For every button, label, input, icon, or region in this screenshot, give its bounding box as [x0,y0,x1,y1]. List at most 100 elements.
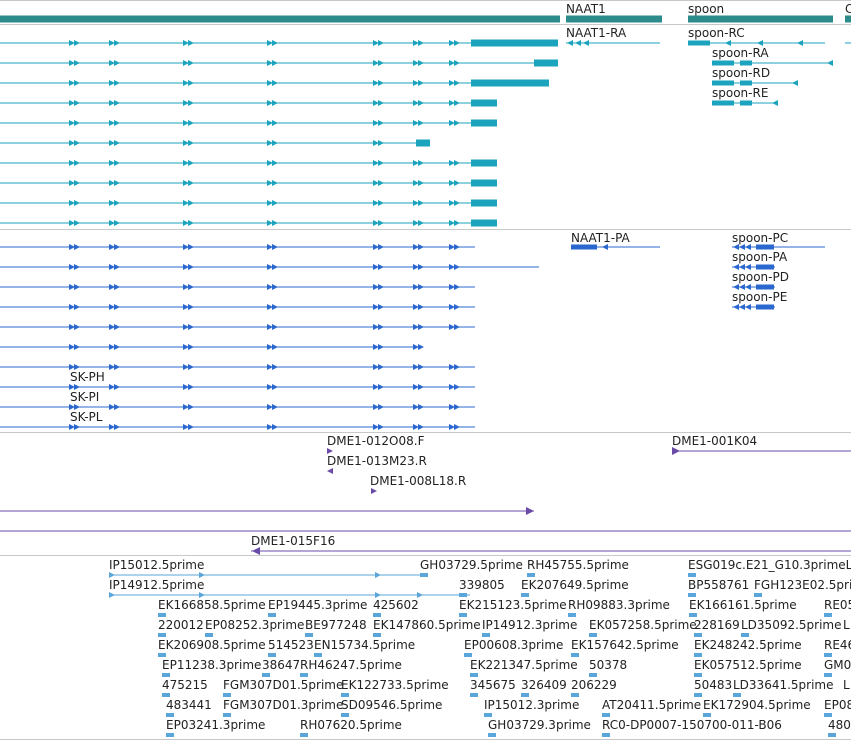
est-label[interactable]: 480 [828,718,851,732]
strand-arrow [114,364,120,370]
strand-arrow [69,384,75,390]
clone-label[interactable]: DME1-015F16 [251,534,336,548]
est-label[interactable]: EK157642.5prime [571,638,679,652]
strand-arrow [418,200,424,206]
transcript-label[interactable]: spoon-RC [688,26,745,40]
cds-label[interactable]: SK-PI [70,390,100,404]
est-label[interactable]: EK206908.5prime [158,638,266,652]
est-label[interactable]: RH45755.5prime [527,558,629,572]
est-label[interactable]: EK057512.5prime [694,658,802,672]
est-label[interactable]: SD09546.5prime [341,698,443,712]
est-label[interactable]: RH07620.5prime [300,718,402,732]
est-label[interactable]: LD35092.5prime [741,618,842,632]
strand-arrow [272,100,278,106]
est-label[interactable]: ESG019c.E21_G10.3primeL [688,558,851,572]
clone-label[interactable]: DME1-001K04 [672,434,758,448]
cds-label[interactable]: SK-PH [70,370,105,384]
strand-arrow [74,160,80,166]
est-label[interactable]: EP19445.3prime [268,598,368,612]
strand-arrow [69,140,75,146]
est-label[interactable]: EP03241.3prime [166,718,266,732]
gene-label-spoon[interactable]: spoon [688,2,725,16]
strand-arrow [454,284,460,290]
gene-label-truncated[interactable]: C [845,2,851,16]
cds-label[interactable]: spoon-PC [732,231,789,245]
est-label[interactable]: EK057258.5prime [589,618,697,632]
est-label[interactable]: 206229 [571,678,617,692]
est-label[interactable]: RH46247.5prime [300,658,402,672]
est-label[interactable]: EK166161.5prime [689,598,797,612]
est-label[interactable]: 50378 [589,658,628,672]
est-label[interactable]: EP08 [824,698,851,712]
est-block [521,693,529,697]
gene-label-naat1[interactable]: NAAT1 [566,2,606,16]
est-label[interactable]: EP00608.3prime [464,638,564,652]
est-label[interactable]: 425602 [373,598,419,612]
clone-label[interactable]: DME1-008L18.R [370,474,467,488]
est-label[interactable]: 50483 [694,678,733,692]
strand-arrow [373,384,379,390]
strand-arrow [272,324,278,330]
est-label[interactable]: FGM307D01.3prime [223,698,344,712]
est-label[interactable]: 326409 [521,678,567,692]
est-label[interactable]: 339805 [459,578,505,592]
est-label[interactable]: FGM307D01.5prime [223,678,344,692]
est-label[interactable]: GM0 [824,658,851,672]
cds-label[interactable]: NAAT1-PA [571,231,630,245]
strand-arrow [413,384,419,390]
cds-label[interactable]: SK-PL [70,410,103,424]
est-label[interactable]: EK172904.5prime [703,698,811,712]
est-label[interactable]: 345675 [470,678,516,692]
est-label[interactable]: GH03729.3prime [488,718,591,732]
cds-label[interactable]: spoon-PE [732,290,788,304]
est-label[interactable]: FGH123E02.5prime [754,578,851,592]
est-label[interactable]: EK122733.5prime [341,678,449,692]
est-label[interactable]: 228169 [694,618,740,632]
cds-label[interactable]: spoon-PA [732,250,788,264]
est-label[interactable]: IP15012.5prime [109,558,205,572]
strand-arrow [602,244,608,250]
est-label[interactable]: EK207649.5prime [521,578,629,592]
est-label[interactable]: EN15734.5prime [314,638,416,652]
est-block [589,673,597,677]
est-label[interactable]: IP14912.3prime [482,618,578,632]
est-label[interactable]: 514523 [268,638,314,652]
est-label[interactable]: IP14912.5prime [109,578,205,592]
est-block [589,633,597,637]
est-label[interactable]: AT20411.5prime [602,698,702,712]
est-label[interactable]: EK215123.5prime [459,598,567,612]
strand-arrow [418,120,424,126]
est-label[interactable]: EP11238.3prime [162,658,262,672]
transcript-label[interactable]: spoon-RE [712,86,769,100]
est-label[interactable]: L [843,618,850,632]
est-label[interactable]: LD33641.5prime [733,678,834,692]
clone-label[interactable]: DME1-013M23.R [327,454,427,468]
transcript-exon [740,100,752,106]
est-block [694,673,702,677]
est-label[interactable]: RC0-DP0007-150700-011-B06 [602,718,782,732]
est-label[interactable]: EP08252.3prime [205,618,305,632]
est-label[interactable]: EK166858.5prime [158,598,266,612]
est-label[interactable]: EK221347.5prime [470,658,578,672]
est-label[interactable]: RH09883.3prime [568,598,670,612]
cds-label[interactable]: spoon-PD [732,270,789,284]
est-label[interactable]: EK248242.5prime [694,638,802,652]
est-label[interactable]: EK147860.5prime [373,618,481,632]
est-label[interactable]: BE977248 [305,618,367,632]
est-label[interactable]: 475215 [162,678,208,692]
est-label[interactable]: 38647 [262,658,301,672]
strand-arrow [69,200,75,206]
est-label[interactable]: RE46 [824,638,851,652]
est-label[interactable]: IP15012.3prime [484,698,580,712]
strand-arrow [188,424,194,430]
est-label[interactable]: RE05 [824,598,851,612]
transcript-label[interactable]: spoon-RA [712,46,769,60]
clone-label[interactable]: DME1-012O08.F [327,434,425,448]
est-label[interactable]: GH03729.5prime [420,558,523,572]
est-label[interactable]: 483441 [166,698,212,712]
transcript-label[interactable]: spoon-RD [712,66,771,80]
est-label[interactable]: 220012 [158,618,204,632]
transcript-label[interactable]: NAAT1-RA [566,26,627,40]
est-label[interactable]: BP558761 [688,578,750,592]
est-label[interactable]: L [843,678,850,692]
